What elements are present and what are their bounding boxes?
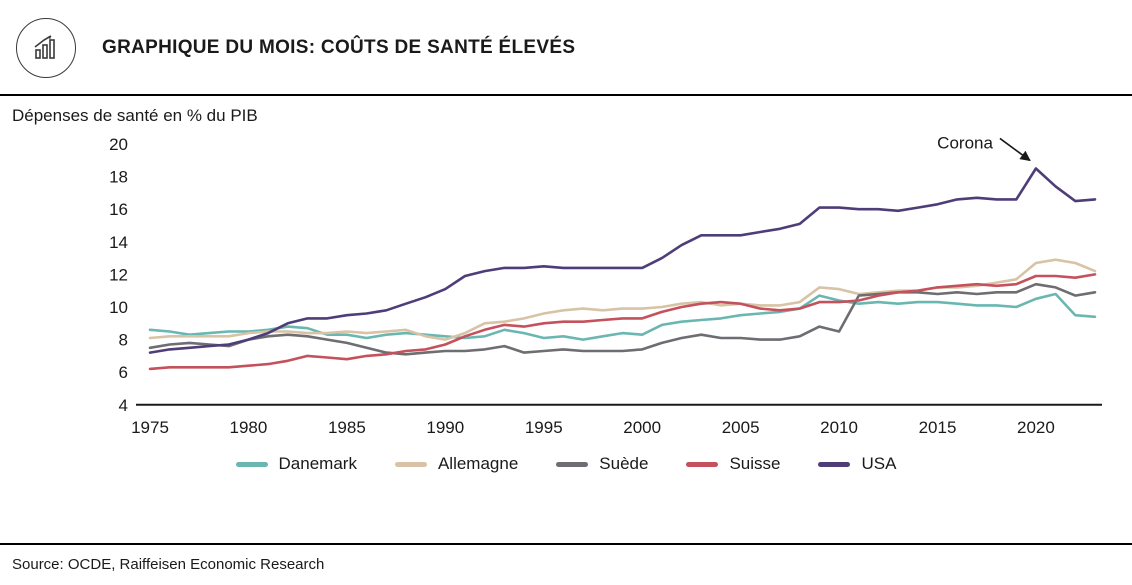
bar-chart-glyph <box>34 35 55 59</box>
page-title: GRAPHIQUE DU MOIS: COÛTS DE SANTÉ ÉLEVÉS <box>102 37 576 58</box>
legend-label: Danemark <box>278 454 357 473</box>
source-text: Source: OCDE, Raiffeisen Economic Resear… <box>12 556 325 573</box>
x-tick-label: 1995 <box>525 418 563 437</box>
chart-month-icon <box>16 18 76 78</box>
y-tick-label: 8 <box>119 331 128 350</box>
top-rule <box>0 94 1132 96</box>
corona-annotation-arrow <box>999 137 1031 162</box>
x-tick-label: 2010 <box>820 418 858 437</box>
legend-item-danemark: Danemark <box>235 454 357 474</box>
legend-swatch <box>394 461 427 467</box>
legend-label: Suède <box>599 454 649 473</box>
series-line-danemark <box>148 292 1097 341</box>
footer: Source: OCDE, Raiffeisen Economic Resear… <box>0 543 1132 585</box>
header: GRAPHIQUE DU MOIS: COÛTS DE SANTÉ ÉLEVÉS <box>0 0 1132 94</box>
legend-swatch <box>235 461 268 467</box>
x-tick-label: 1980 <box>230 418 268 437</box>
x-tick-label: 2020 <box>1017 418 1055 437</box>
line-chart: 4 6 8 10 12 14 16 18 20 1975 1980 1985 1990 1995 2000 2… <box>109 133 1102 437</box>
legend-label: USA <box>861 454 897 473</box>
x-tick-label: 2000 <box>623 418 661 437</box>
legend-item-suède: Suède <box>556 454 648 474</box>
y-tick-label: 18 <box>109 168 128 187</box>
legend-item-usa: USA <box>818 454 896 474</box>
y-tick-label: 20 <box>109 135 128 154</box>
x-tick-label: 2005 <box>722 418 760 437</box>
legend-swatch <box>686 461 719 467</box>
legend-item-allemagne: Allemagne <box>394 454 519 474</box>
legend-swatch <box>556 461 589 467</box>
x-tick-label: 1985 <box>328 418 366 437</box>
series-line-suède <box>148 282 1097 356</box>
series-line-usa <box>148 167 1097 354</box>
legend: Danemark Allemagne Suède Suisse USA <box>0 454 1132 474</box>
y-tick-label: 14 <box>109 233 128 252</box>
y-tick-label: 6 <box>119 363 128 382</box>
y-tick-label: 16 <box>109 200 128 219</box>
series-line-suisse <box>148 273 1097 371</box>
legend-item-suisse: Suisse <box>686 454 780 474</box>
legend-swatch <box>818 461 851 467</box>
y-tick-label: 12 <box>109 265 128 284</box>
corona-annotation-label: Corona <box>937 133 993 152</box>
bottom-rule <box>0 543 1132 545</box>
y-tick-label: 10 <box>109 298 128 317</box>
x-tick-label: 2015 <box>919 418 957 437</box>
y-tick-label: 4 <box>119 396 128 415</box>
x-tick-label: 1975 <box>131 418 169 437</box>
x-tick-label: 1990 <box>426 418 464 437</box>
legend-label: Suisse <box>729 454 781 473</box>
chart-subtitle: Dépenses de santé en % du PIB <box>12 106 258 125</box>
legend-label: Allemagne <box>437 454 519 473</box>
